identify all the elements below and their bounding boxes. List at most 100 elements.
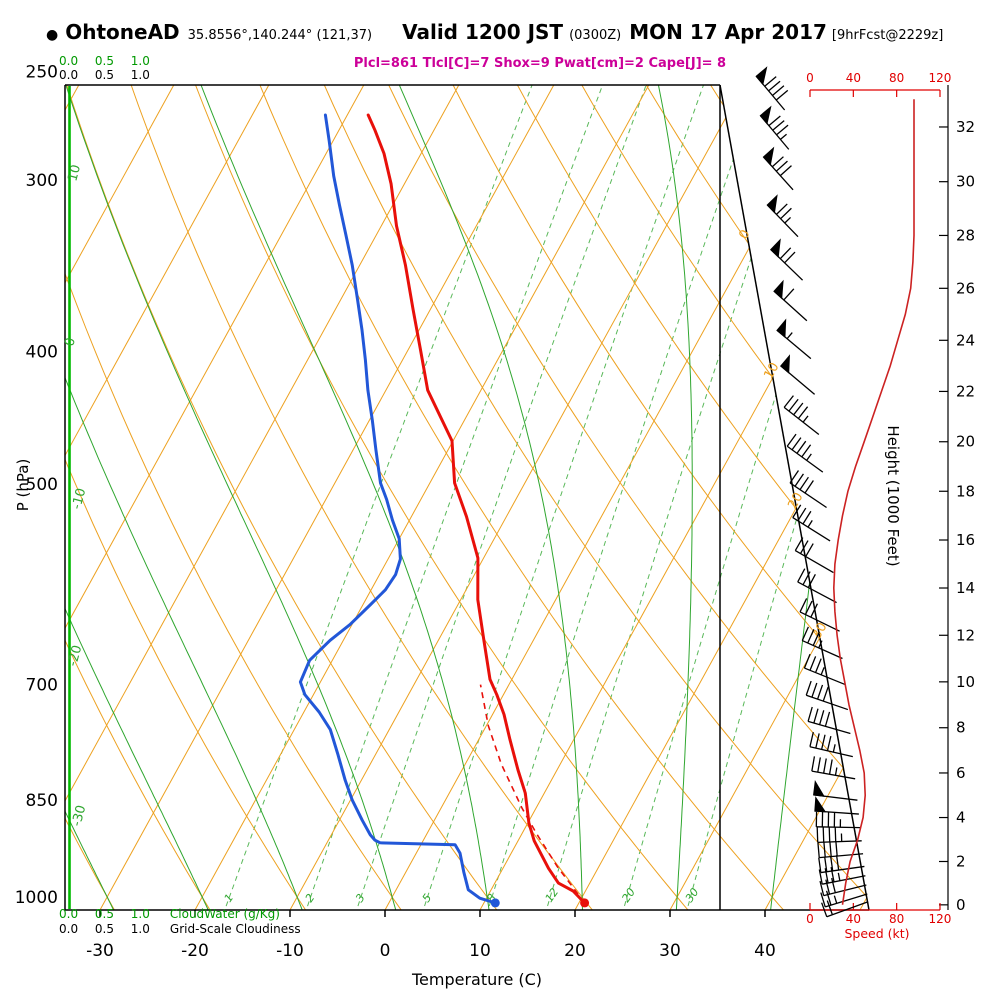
wind-barb-full (803, 653, 811, 669)
wind-barb-full (820, 892, 826, 908)
wind-barb-pennant (776, 318, 787, 339)
wind-barb-half (818, 640, 823, 649)
wind-barb-staff (826, 901, 869, 918)
speed-tick-label-bottom: 0 (806, 912, 814, 926)
wind-barb-full (796, 440, 807, 454)
wind-barb-pennant (766, 194, 778, 214)
pressure-tick-label: 250 (26, 62, 58, 82)
mixing-ratio-label: 30 (683, 886, 702, 905)
pressure-tick-label: 300 (26, 171, 58, 191)
pressure-tick-label: 850 (26, 791, 58, 811)
speed-tick-label-top: 80 (889, 71, 904, 85)
wind-barb-full (828, 826, 831, 842)
station-bullet-icon: ● (46, 27, 59, 43)
wind-barb-full (830, 867, 835, 883)
wind-barb-full (793, 402, 804, 416)
wind-barb-pennant (773, 279, 784, 300)
isotherm-line (859, 85, 869, 910)
wind-barb-full (799, 476, 809, 490)
wind-barb-full (814, 658, 822, 673)
wind-barb-half (834, 767, 838, 776)
wind-barb-pennant (779, 354, 790, 374)
pressure-axis-title: P (hPa) (14, 458, 32, 512)
wind-barb-pennant (755, 66, 768, 86)
temperature-tick-label: -30 (86, 941, 114, 961)
wind-barb-half (780, 133, 787, 140)
temperature-tick-label: -20 (181, 941, 209, 961)
wind-barb-full (812, 631, 820, 646)
wind-barb-full (819, 710, 825, 725)
dry-adiabat-line (65, 85, 214, 910)
mixing-ratio-label: 12 (542, 886, 561, 905)
dry-adiabat-line (65, 85, 310, 910)
wind-barb-full (817, 757, 821, 773)
wind-barb-full (825, 879, 831, 895)
wind-barb-full (775, 89, 789, 101)
wind-barb-half (786, 332, 793, 340)
wind-barb-full (805, 680, 812, 696)
wind-barb-full (824, 711, 831, 727)
dry-adiabat-line (381, 85, 869, 910)
wind-barbs (755, 66, 869, 918)
wind-barb-full (789, 470, 800, 484)
height-tick-label: 28 (956, 226, 975, 244)
dry-adiabat-line (65, 85, 118, 910)
wind-barb-full (826, 900, 834, 915)
wind-barb-staff (802, 639, 843, 660)
wind-barb-full (783, 395, 794, 408)
mixing-ratio-label: 20 (619, 886, 638, 905)
mixing-ratio-line (222, 85, 538, 910)
moist-adiabat-line (65, 85, 117, 910)
wind-barb-full (775, 160, 788, 172)
wind-barb-full (809, 656, 817, 671)
wind-barb-full (829, 855, 834, 871)
wind-barb-full (805, 543, 814, 557)
wind-barb-full (821, 902, 828, 918)
moist-adiabat-line (65, 85, 305, 910)
chart-title: ● OhtoneAD 35.8556°,140.244° (121,37) Va… (46, 20, 943, 44)
wind-barb-staff (816, 826, 861, 829)
mixing-ratio-line (544, 85, 814, 910)
isotherm-line (194, 85, 650, 910)
wind-barb-full (810, 603, 818, 618)
wind-barb-full (772, 120, 785, 131)
speed-tick-label-bottom: 80 (889, 912, 904, 926)
wind-barb-full (799, 598, 808, 613)
wind-barb-full (819, 880, 825, 896)
mixing-ratio-line (421, 85, 709, 910)
wind-barb-full (807, 574, 816, 588)
wind-barb-half (784, 216, 792, 224)
height-tick-label: 16 (956, 531, 975, 549)
cloudiness-scale-values: 0.0 0.5 1.0 (59, 922, 150, 936)
moist-adiabat-label: -20 (65, 644, 85, 668)
wind-barb-staff (809, 746, 853, 758)
wind-barb-full (821, 734, 826, 750)
forecast-info: [9hrFcst@2229z] (831, 28, 944, 43)
wind-barb-full (831, 877, 836, 893)
isotherm-label: 20 (785, 490, 806, 512)
moist-adiabat-line (392, 85, 584, 910)
isotherm-line (764, 85, 869, 910)
height-tick-label: 20 (956, 433, 975, 451)
wind-barb-staff (825, 893, 868, 908)
wind-barb-full (776, 124, 789, 136)
moist-adiabat-line (195, 85, 491, 910)
wind-barb-full (825, 890, 832, 906)
dry-adiabat-line (189, 85, 693, 910)
wind-barb-full (780, 207, 792, 220)
wind-barb-staff (811, 770, 856, 780)
speed-tick-label-bottom: 40 (846, 912, 861, 926)
wind-barb-full (783, 288, 795, 301)
wind-barb-full (815, 733, 820, 749)
wind-barb-half (833, 895, 838, 904)
wind-barb-full (824, 868, 829, 884)
wind-barb-pennant (762, 146, 775, 166)
height-tick-label: 24 (956, 331, 975, 349)
valid-time: Valid 1200 JST (402, 20, 564, 44)
station-name: OhtoneAD (65, 20, 180, 44)
wind-barb-staff (794, 549, 834, 574)
wind-barb-full (797, 568, 806, 583)
wind-barb-full (829, 841, 832, 857)
wind-barb-staff (807, 720, 851, 735)
